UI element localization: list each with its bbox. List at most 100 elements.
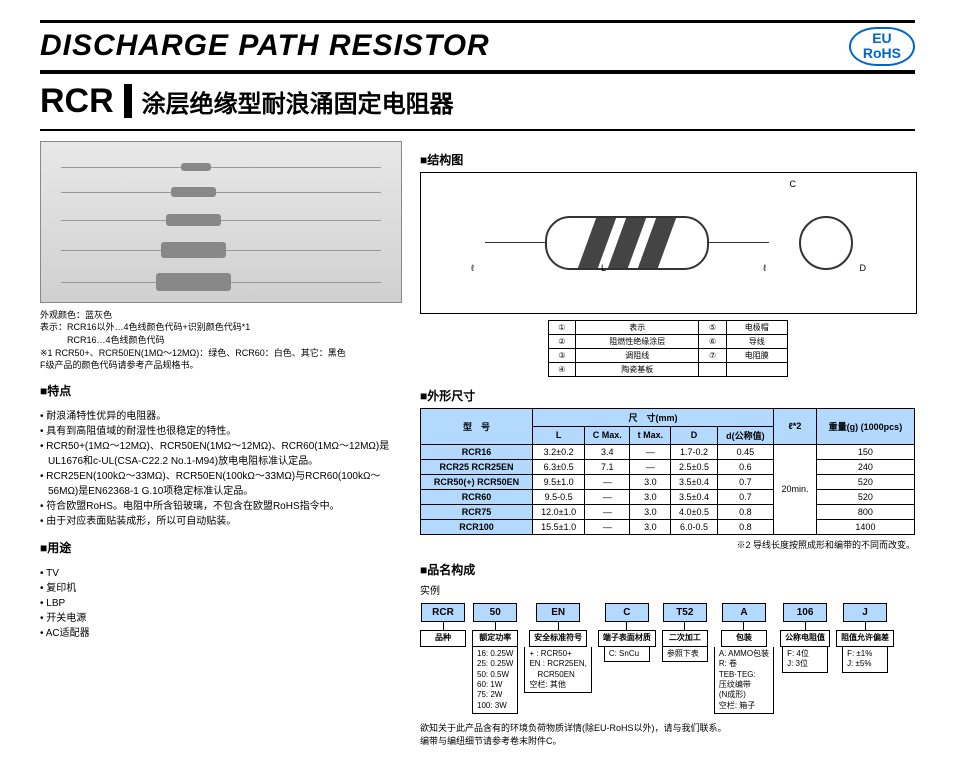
struct-cell: ⑥ [699,334,727,348]
pn-detail: F: ±1% J: ±5% [842,647,888,673]
pn-segment: 106公称电阻值F: 4位 J: 3位 [780,603,830,672]
dimensions-table: 型 号尺 寸(mm)ℓ*2重量(g) (1000pcs) LC Max.t Ma… [420,408,915,535]
main-title: DISCHARGE PATH RESISTOR [40,29,490,63]
feature-item: • RCR50+(1MΩ～12MΩ)、RCR50EN(1MΩ～12MΩ)、RCR… [40,439,400,469]
feature-item: • RCR25EN(100kΩ～33MΩ)、RCR50EN(100kΩ～33MΩ… [40,469,400,499]
pn-segment: A 包装A: AMMO包装 R: 卷 TEB·TEG: 压纹编带 (N成形) 空栏… [714,603,774,714]
example-label: 实例 [420,582,915,597]
note-l5: F级产品的颜色代码请参考产品规格书。 [40,359,400,372]
th-L: L [533,426,585,444]
dim-cell: 1.7-0.2 [671,444,717,459]
dim-cell: 3.0 [630,519,671,534]
dim-cell: RCR16 [421,444,533,459]
struct-cell [699,362,727,376]
pn-label: 包装 [721,630,767,646]
use-item: • TV [40,566,400,581]
th-D: D [671,426,717,444]
pn-box: RCR [421,603,465,622]
pn-label: 安全标准符号 [529,630,587,646]
th-t: t Max. [630,426,671,444]
dim-w-cell: 150 [816,444,914,459]
pn-detail: + : RCR50+ EN : RCR25EN, RCR50EN 空栏: 其他 [524,647,591,694]
pn-label: 公称电阻值 [780,630,830,646]
dim-cell: 15.5±1.0 [533,519,585,534]
struct-cell [726,362,787,376]
feature-item: • 符合欧盟RoHS。电阻中所含铅玻璃，不包含在欧盟RoHS指令中。 [40,499,400,514]
dim-cell: 4.0±0.5 [671,504,717,519]
struct-cell: 表示 [576,320,699,334]
struct-cell: ② [548,334,576,348]
divider-bar [124,84,132,118]
dim-cell: 3.4 [585,444,630,459]
pn-segment: T52二次加工参照下表 [662,603,708,662]
th-C: C Max. [585,426,630,444]
pn-detail: 16: 0.25W 25: 0.25W 50: 0.5W 60: 1W 75: … [472,647,518,714]
struct-cell: ④ [548,362,576,376]
appearance-note: 外观颜色：蓝灰色 表示：RCR16以外…4色线颜色代码+识别颜色代码*1 RCR… [40,309,400,372]
pn-detail: C: SnCu [604,647,650,662]
feature-item: • 耐浪涌特性优异的电阻器。 [40,409,400,424]
struct-cell: 电阻膜 [726,348,787,362]
dim-footnote: ※2 导线长度按照成形和编带的不同而改变。 [420,539,915,552]
dim-cell: 0.6 [717,459,773,474]
pn-box: T52 [663,603,707,622]
dim-w-cell: 240 [816,459,914,474]
dim-cell: RCR100 [421,519,533,534]
dim-cell: 3.5±0.4 [671,489,717,504]
dim-cell: 9.5±1.0 [533,474,585,489]
pn-segment: EN 安全标准符号+ : RCR50+ EN : RCR25EN, RCR50EN… [524,603,591,693]
pn-detail: A: AMMO包装 R: 卷 TEB·TEG: 压纹编带 (N成形) 空栏: 箱… [714,647,774,714]
pn-label: 端子表面材质 [598,630,656,646]
pn-label: 阻值允许偏差 [836,630,894,646]
pn-box: EN [536,603,580,622]
struct-cell: 电极帽 [726,320,787,334]
partname-heading: ■品名构成 [420,561,915,578]
struct-cell: 陶瓷基板 [576,362,699,376]
feature-item: • 由于对应表面贴装成形，所以可自动贴装。 [40,514,400,529]
pn-label: 品种 [420,630,466,646]
dim-cell: 3.0 [630,489,671,504]
use-item: • LBP [40,596,400,611]
struct-cell: 调阻线 [576,348,699,362]
dim-cell: 6.3±0.5 [533,459,585,474]
dim-cell: RCR60 [421,489,533,504]
th-dims: 尺 寸(mm) [533,408,774,426]
use-item: • 复印机 [40,581,400,596]
dim-cell: 3.0 [630,474,671,489]
dim-cell: — [585,489,630,504]
struct-cell: ① [548,320,576,334]
use-item: • 开关电源 [40,611,400,626]
pn-box: 50 [473,603,517,622]
note-l2: 表示：RCR16以外…4色线颜色代码+识别颜色代码*1 [40,321,400,334]
page-header: DISCHARGE PATH RESISTOR EU RoHS [40,27,915,66]
dim-cell: 2.5±0.5 [671,459,717,474]
pn-segment: RCR 品种 [420,603,466,646]
dimensions-heading: ■外形尺寸 [420,387,915,404]
sub-header: RCR 涂层绝缘型耐浪涌固定电阻器 [40,82,915,121]
feature-item: • 具有到高阻值域的耐湿性也很稳定的特性。 [40,424,400,439]
dim-cell: RCR50(+) RCR50EN [421,474,533,489]
use-item: • AC适配器 [40,626,400,641]
dim-cell: — [585,504,630,519]
dim-cell: 3.0 [630,504,671,519]
dim-cell: — [630,459,671,474]
struct-cell: 阻燃性绝缘涂层 [576,334,699,348]
dim-cell: 7.1 [585,459,630,474]
struct-cell: 导线 [726,334,787,348]
pn-box: A [722,603,766,622]
dim-cell: 0.45 [717,444,773,459]
note-l3: RCR16…4色线颜色代码 [40,334,400,347]
dim-cell: 0.7 [717,474,773,489]
dim-cell: — [585,519,630,534]
badge-eu: EU [863,31,901,46]
dim-cell: 6.0-0.5 [671,519,717,534]
dim-cell: — [630,444,671,459]
struct-cell: ③ [548,348,576,362]
pn-segment: C端子表面材质C: SnCu [598,603,656,662]
dim-w-cell: 520 [816,489,914,504]
pn-box: 106 [783,603,827,622]
pn-segment: J阻值允许偏差F: ±1% J: ±5% [836,603,894,672]
note-l4: ※1 RCR50+、RCR50EN(1MΩ～12MΩ)：绿色、RCR60：白色、… [40,347,400,360]
dim-cell: 12.0±1.0 [533,504,585,519]
dim-cell: — [585,474,630,489]
